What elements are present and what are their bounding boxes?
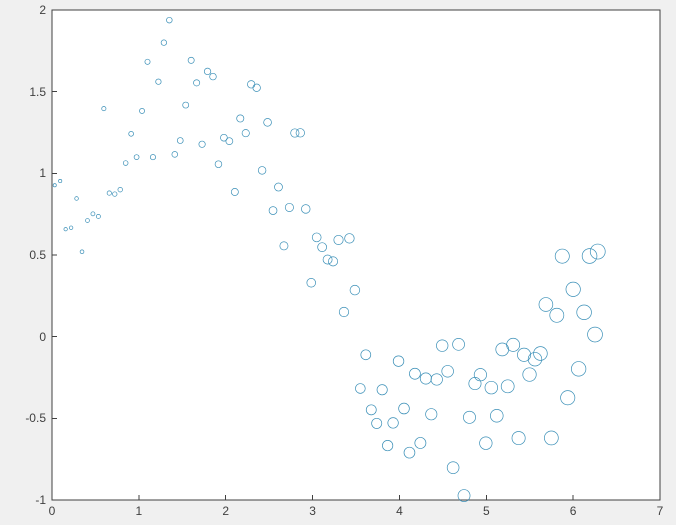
x-tick-label: 3 (309, 504, 316, 518)
x-tick-label: 4 (396, 504, 403, 518)
y-tick-label: 2 (39, 3, 46, 17)
x-tick-label: 2 (222, 504, 229, 518)
y-tick-label: 0 (39, 330, 46, 344)
y-tick-label: 0.5 (29, 248, 46, 262)
y-tick-label: 1.5 (29, 85, 46, 99)
y-tick-label: -1 (35, 493, 46, 507)
figure: 0 1 2 3 4 5 6 7 -1 -0.5 0 0.5 1 1.5 2 (0, 0, 676, 525)
x-tick-label: 6 (570, 504, 577, 518)
x-tick-label: 1 (136, 504, 143, 518)
x-tick-label: 0 (49, 504, 56, 518)
y-tick-label: 1 (39, 166, 46, 180)
x-tick-label: 7 (657, 504, 664, 518)
x-tick-label: 5 (483, 504, 490, 518)
y-tick-label: -0.5 (25, 411, 46, 425)
scatter-chart (0, 0, 676, 525)
